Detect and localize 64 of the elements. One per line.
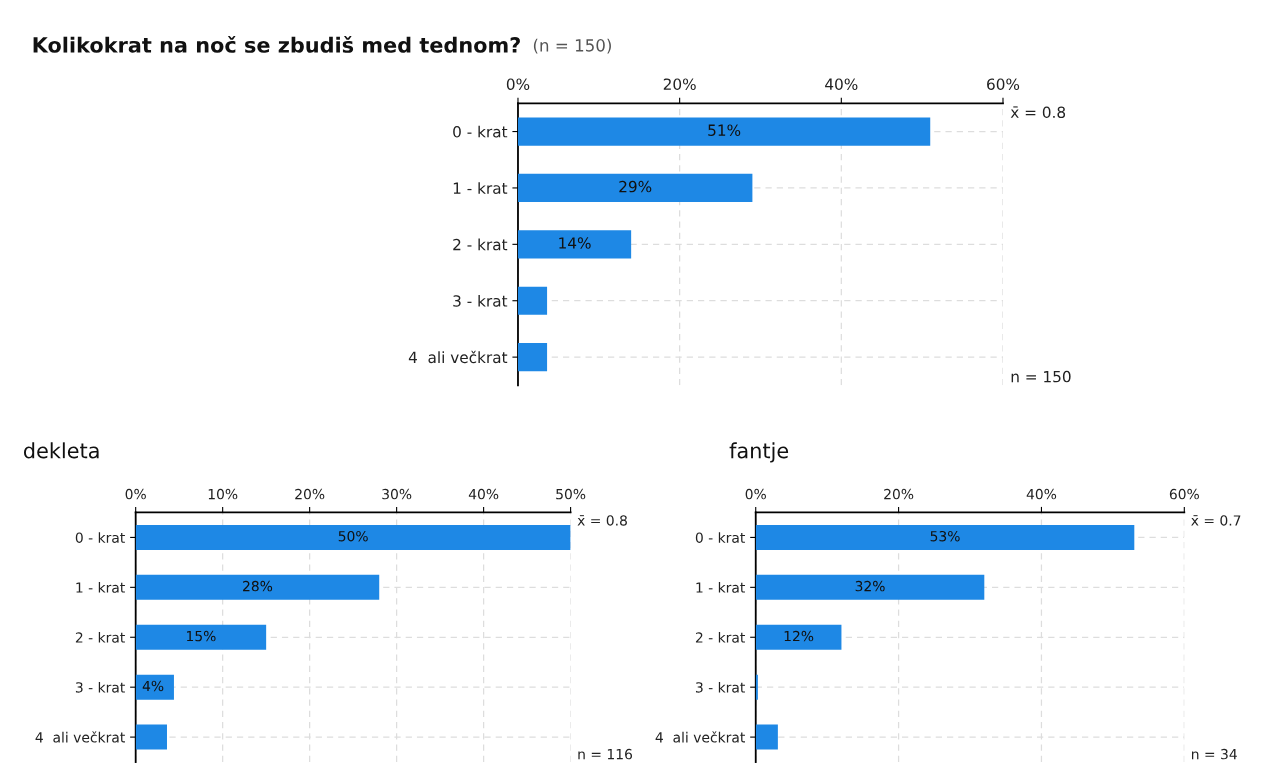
y-tick-label: 2 - krat: [75, 631, 125, 643]
bar: [755, 524, 1135, 550]
x-tick-label: 0%: [745, 488, 766, 500]
data-label: 51%: [708, 124, 741, 136]
bar: [135, 724, 167, 750]
data-label: 15%: [187, 630, 216, 642]
bar: [517, 286, 548, 315]
y-tick-label: 3 - krat: [75, 681, 125, 693]
bar: [517, 343, 548, 372]
y-tick-label: 0 - krat: [695, 532, 745, 543]
bar: [517, 117, 931, 146]
y-tick-label: 0 - krat: [453, 125, 508, 138]
x-tick-label: 10%: [208, 488, 238, 500]
data-label: 4%: [142, 680, 164, 692]
text: n = 34: [1192, 748, 1237, 760]
bar: [755, 574, 985, 600]
text: Kolikokrat na noč se zbudiš med tednom?: [33, 35, 520, 53]
x-tick-label: 20%: [295, 488, 325, 500]
y-tick-label: 4 ali večkrat: [408, 350, 508, 364]
text: x̄ = 0.7: [1191, 515, 1241, 526]
y-tick-label: 1 - krat: [76, 582, 125, 593]
x-tick-label: 60%: [987, 78, 1020, 90]
x-tick-label: 0%: [125, 488, 146, 500]
x-tick-label: 30%: [382, 488, 412, 500]
bar: [135, 674, 174, 700]
bar: [755, 624, 842, 650]
text: x̄ = 0.8: [1010, 106, 1066, 118]
data-label: 28%: [243, 580, 273, 592]
bar: [517, 230, 632, 259]
y-tick-label: 2 - krat: [453, 238, 508, 251]
y-tick-label: 1 - krat: [696, 582, 745, 593]
bar: [135, 524, 571, 550]
x-tick-label: 0%: [506, 78, 530, 90]
chart-subtitle: (n = 150): [533, 38, 611, 54]
bar: [135, 574, 380, 600]
y-tick-label: 0 - krat: [75, 532, 125, 543]
x-tick-label: 40%: [825, 78, 858, 90]
x-tick-label: 20%: [663, 78, 696, 90]
x-tick-label: 50%: [556, 488, 586, 500]
bar: [517, 173, 753, 203]
data-label: 53%: [930, 530, 960, 542]
y-tick-label: 4 ali večkrat: [655, 731, 745, 743]
data-label: 32%: [855, 580, 885, 592]
x-tick-label: 60%: [1169, 488, 1199, 500]
y-tick-label: 1 - krat: [453, 182, 508, 194]
text: n = 150: [1011, 370, 1071, 383]
data-label: 14%: [559, 237, 591, 249]
chart-title: fantje: [729, 442, 789, 463]
chart-title: dekleta: [23, 442, 99, 459]
y-tick-label: 3 - krat: [453, 294, 508, 307]
x-tick-label: 40%: [468, 488, 499, 500]
bar: [135, 624, 267, 650]
data-label: 12%: [784, 630, 814, 642]
text: n = 116: [578, 748, 633, 760]
x-tick-label: 40%: [1026, 488, 1057, 500]
y-tick-label: 3 - krat: [695, 681, 745, 693]
data-label: 29%: [619, 180, 652, 193]
bar: [755, 674, 758, 700]
y-tick-label: 2 - krat: [695, 631, 745, 643]
bar: [755, 724, 778, 750]
data-label: 50%: [338, 530, 368, 542]
text: x̄ = 0.8: [577, 515, 627, 526]
y-tick-label: 4 ali večkrat: [35, 731, 125, 743]
x-tick-label: 20%: [884, 488, 914, 500]
